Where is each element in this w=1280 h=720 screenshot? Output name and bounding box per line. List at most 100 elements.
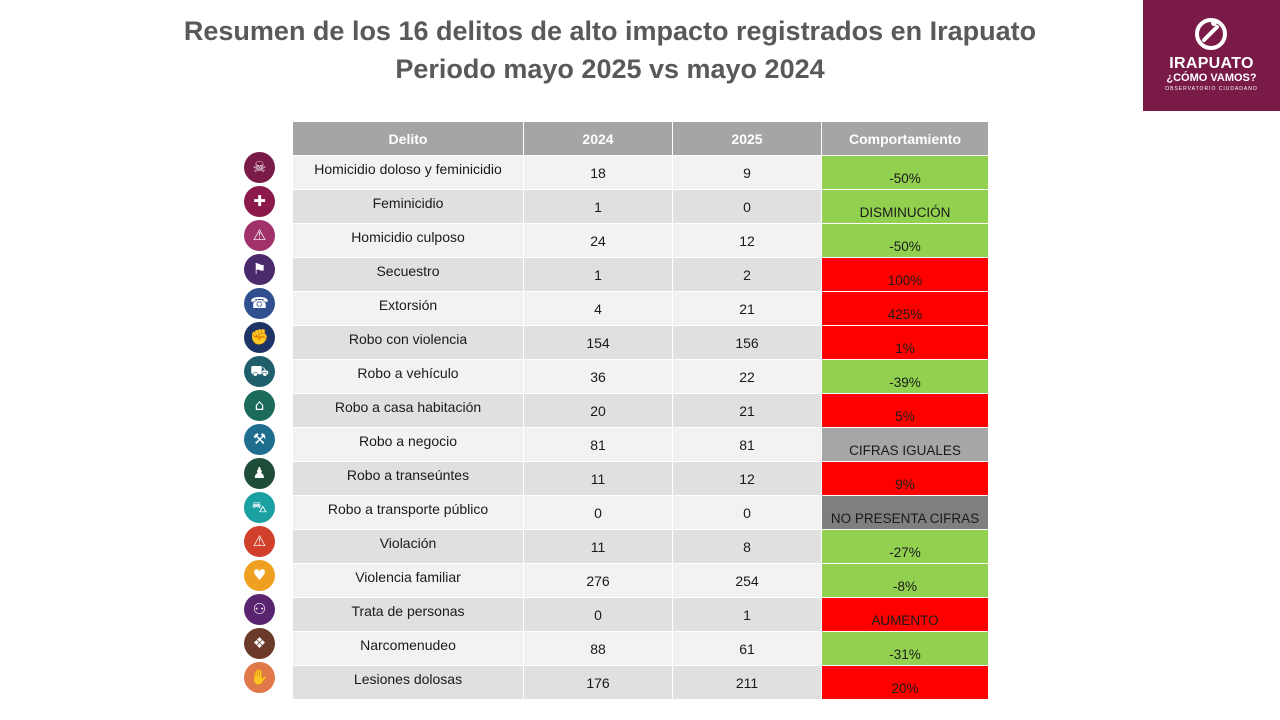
table-row: Feminicidio 1 0 DISMINUCIÓN xyxy=(292,189,989,224)
value-2024-cell: 4 xyxy=(523,291,673,326)
value-2024-cell: 20 xyxy=(523,393,673,428)
crime-name-cell: Secuestro xyxy=(292,257,524,292)
value-2025-cell: 156 xyxy=(672,325,822,360)
business-robbery-icon: ⚒ xyxy=(244,424,275,455)
crime-name-cell: Homicidio culposo xyxy=(292,223,524,258)
cross-icon: ✚ xyxy=(244,186,275,217)
table-row: Homicidio culposo 24 12 -50% xyxy=(292,223,989,258)
value-2024-cell: 36 xyxy=(523,359,673,394)
table-row: Lesiones dolosas 176 211 20% xyxy=(292,665,989,700)
table-row: Narcomenudeo 88 61 -31% xyxy=(292,631,989,666)
observatory-logo: IRAPUATO ¿CÓMO VAMOS? OBSERVATORIO CIUDA… xyxy=(1143,0,1280,111)
value-2025-cell: 2 xyxy=(672,257,822,292)
table-header-row: Delito 2024 2025 Comportamiento xyxy=(292,121,989,156)
value-2025-cell: 61 xyxy=(672,631,822,666)
pedestrian-robbery-icon: ♟ xyxy=(244,458,275,489)
value-2025-cell: 254 xyxy=(672,563,822,598)
value-2024-cell: 0 xyxy=(523,495,673,530)
behavior-cell: CIFRAS IGUALES xyxy=(821,427,989,462)
crime-name-cell: Violencia familiar xyxy=(292,563,524,598)
table-row: Robo a casa habitación 20 21 5% xyxy=(292,393,989,428)
bus-icon: ⛍ xyxy=(244,492,275,523)
header-2025: 2025 xyxy=(672,121,822,156)
value-2025-cell: 8 xyxy=(672,529,822,564)
crime-name-cell: Robo a transeúntes xyxy=(292,461,524,496)
crime-name-cell: Robo a negocio xyxy=(292,427,524,462)
kidnapping-icon: ⚑ xyxy=(244,254,275,285)
crime-name-cell: Robo a vehículo xyxy=(292,359,524,394)
behavior-cell: 425% xyxy=(821,291,989,326)
value-2025-cell: 81 xyxy=(672,427,822,462)
crime-name-cell: Narcomenudeo xyxy=(292,631,524,666)
table-row: Secuestro 1 2 100% xyxy=(292,257,989,292)
value-2024-cell: 11 xyxy=(523,529,673,564)
value-2025-cell: 0 xyxy=(672,189,822,224)
crime-name-cell: Feminicidio xyxy=(292,189,524,224)
crime-name-cell: Extorsión xyxy=(292,291,524,326)
value-2025-cell: 12 xyxy=(672,461,822,496)
violent-robbery-icon: ✊ xyxy=(244,322,275,353)
behavior-cell: 1% xyxy=(821,325,989,360)
trafficking-icon: ⚇ xyxy=(244,594,275,625)
value-2024-cell: 1 xyxy=(523,189,673,224)
table-row: Violencia familiar 276 254 -8% xyxy=(292,563,989,598)
value-2024-cell: 81 xyxy=(523,427,673,462)
violation-icon: ⚠ xyxy=(244,526,275,557)
table-row: Robo a vehículo 36 22 -39% xyxy=(292,359,989,394)
value-2025-cell: 9 xyxy=(672,155,822,190)
value-2025-cell: 21 xyxy=(672,291,822,326)
table-row: Extorsión 4 21 425% xyxy=(292,291,989,326)
behavior-cell: -31% xyxy=(821,631,989,666)
behavior-cell: AUMENTO xyxy=(821,597,989,632)
behavior-cell: NO PRESENTA CIFRAS xyxy=(821,495,989,530)
value-2024-cell: 88 xyxy=(523,631,673,666)
value-2024-cell: 24 xyxy=(523,223,673,258)
house-robbery-icon: ⌂ xyxy=(244,390,275,421)
injury-icon: ✋ xyxy=(244,662,275,693)
behavior-cell: 100% xyxy=(821,257,989,292)
crimes-table: Delito 2024 2025 Comportamiento Homicidi… xyxy=(292,121,989,700)
value-2025-cell: 1 xyxy=(672,597,822,632)
extortion-icon: ☎ xyxy=(244,288,275,319)
value-2024-cell: 1 xyxy=(523,257,673,292)
value-2024-cell: 154 xyxy=(523,325,673,360)
table-row: Homicidio doloso y feminicidio 18 9 -50% xyxy=(292,155,989,190)
logo-subtitle: OBSERVATORIO CIUDADANO xyxy=(1165,86,1258,92)
title-line-2: Periodo mayo 2025 vs mayo 2024 xyxy=(395,54,825,84)
behavior-cell: -50% xyxy=(821,223,989,258)
crime-name-cell: Robo a casa habitación xyxy=(292,393,524,428)
value-2024-cell: 18 xyxy=(523,155,673,190)
value-2025-cell: 0 xyxy=(672,495,822,530)
value-2024-cell: 0 xyxy=(523,597,673,632)
behavior-cell: DISMINUCIÓN xyxy=(821,189,989,224)
logo-name: IRAPUATO xyxy=(1169,55,1254,72)
header-2024: 2024 xyxy=(523,121,673,156)
page-title: Resumen de los 16 delitos de alto impact… xyxy=(110,12,1110,88)
behavior-cell: 9% xyxy=(821,461,989,496)
family-violence-icon: ♥ xyxy=(244,560,275,591)
value-2024-cell: 276 xyxy=(523,563,673,598)
drugs-icon: ❖ xyxy=(244,628,275,659)
crime-name-cell: Robo con violencia xyxy=(292,325,524,360)
crime-name-cell: Homicidio doloso y feminicidio xyxy=(292,155,524,190)
table-row: Robo a transporte público 0 0 NO PRESENTA C… xyxy=(292,495,989,530)
value-2025-cell: 21 xyxy=(672,393,822,428)
logo-tagline: ¿CÓMO VAMOS? xyxy=(1166,72,1257,84)
crime-name-cell: Violación xyxy=(292,529,524,564)
header-delito: Delito xyxy=(292,121,524,156)
behavior-cell: -39% xyxy=(821,359,989,394)
table-row: Robo a negocio 81 81 CIFRAS IGUALES xyxy=(292,427,989,462)
value-2024-cell: 176 xyxy=(523,665,673,700)
title-line-1: Resumen de los 16 delitos de alto impact… xyxy=(183,16,1037,46)
crime-name-cell: Trata de personas xyxy=(292,597,524,632)
car-icon: ⛟ xyxy=(244,356,275,387)
crime-name-cell: Robo a transporte público xyxy=(292,495,524,530)
behavior-cell: -8% xyxy=(821,563,989,598)
table-row: Trata de personas 0 1 AUMENTO xyxy=(292,597,989,632)
behavior-cell: 20% xyxy=(821,665,989,700)
table-row: Robo con violencia 154 156 1% xyxy=(292,325,989,360)
logo-symbol-icon xyxy=(1195,18,1227,50)
crime-name-cell: Lesiones dolosas xyxy=(292,665,524,700)
value-2025-cell: 211 xyxy=(672,665,822,700)
behavior-cell: -27% xyxy=(821,529,989,564)
